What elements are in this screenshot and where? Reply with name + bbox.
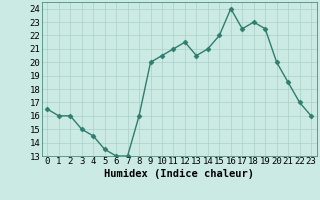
X-axis label: Humidex (Indice chaleur): Humidex (Indice chaleur) bbox=[104, 169, 254, 179]
